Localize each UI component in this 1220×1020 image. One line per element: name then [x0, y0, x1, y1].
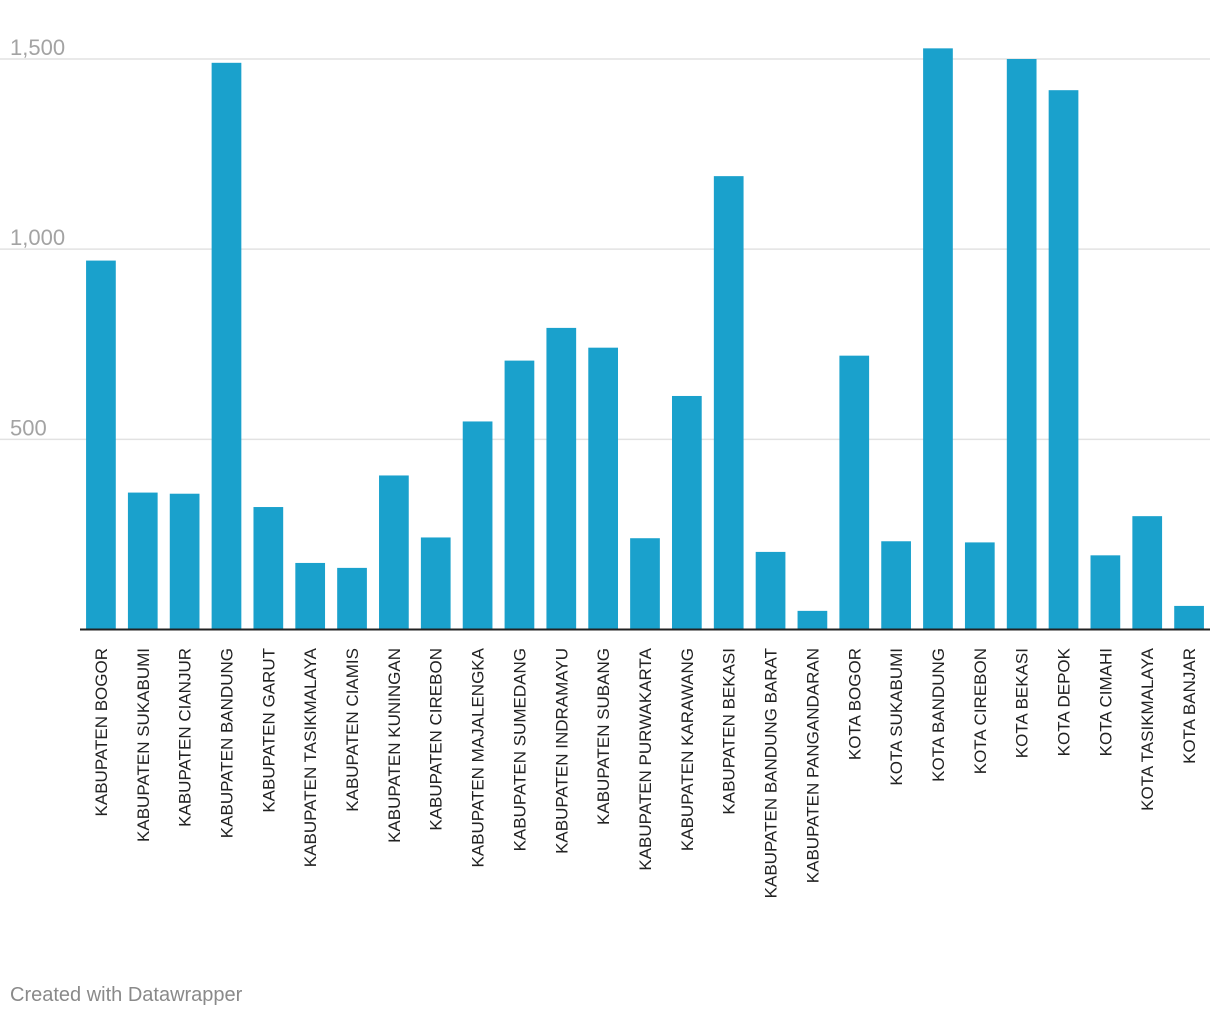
bar [588, 347, 619, 630]
bar [923, 48, 953, 630]
y-tick-label: 1,000 [10, 225, 65, 250]
bar [797, 610, 828, 630]
x-tick-label: KOTA DEPOK [1055, 647, 1074, 756]
x-tick-label: KABUPATEN PANGANDARAN [803, 648, 822, 883]
bar [1132, 516, 1163, 630]
x-tick-label: KABUPATEN GARUT [259, 648, 278, 813]
x-tick-label: KOTA CIMAHI [1096, 648, 1115, 756]
bar [127, 492, 158, 630]
x-tick-label: KABUPATEN PURWAKARTA [636, 647, 655, 870]
x-tick-label: KOTA CIREBON [971, 648, 990, 774]
bar [295, 562, 326, 630]
y-tick-label: 500 [10, 415, 47, 440]
bar [1090, 555, 1121, 630]
x-tick-label: KABUPATEN CIREBON [427, 648, 446, 831]
bar [1048, 90, 1079, 630]
bar [630, 538, 660, 630]
x-tick-label: KABUPATEN BEKASI [720, 648, 739, 815]
x-tick-label: KABUPATEN CIAMIS [343, 648, 362, 812]
x-tick-label: KABUPATEN BANDUNG BARAT [762, 648, 781, 898]
x-tick-label: KABUPATEN BOGOR [92, 648, 111, 816]
bar [839, 355, 870, 630]
bar [881, 541, 911, 630]
bar [1174, 605, 1204, 630]
bar [379, 475, 409, 630]
x-tick-label: KOTA BANJAR [1180, 648, 1199, 764]
x-tick-label: KABUPATEN MAJALENGKA [469, 647, 488, 867]
footer-credit: Created with Datawrapper [10, 984, 243, 1006]
bar [462, 421, 493, 630]
x-tick-label: KABUPATEN CIANJUR [176, 648, 195, 827]
x-tick-label: KABUPATEN BANDUNG [217, 648, 236, 838]
x-tick-label: KABUPATEN SUKABUMI [134, 648, 153, 842]
x-tick-label: KOTA SUKABUMI [887, 648, 906, 786]
x-tick-label: KOTA BOGOR [845, 648, 864, 760]
bar [1006, 59, 1037, 630]
bar [964, 542, 995, 630]
bar [546, 327, 577, 630]
x-tick-label: KABUPATEN SUMEDANG [510, 648, 529, 851]
x-tick-label: KABUPATEN INDRAMAYU [552, 648, 571, 854]
x-tick-label: KOTA BANDUNG [929, 648, 948, 782]
bar [713, 176, 744, 630]
x-axis-labels: KABUPATEN BOGOR KABUPATEN SUKABUMI KABUPAT… [92, 647, 1199, 898]
bar [504, 360, 535, 630]
y-tick-label: 1,500 [10, 35, 65, 60]
bar [169, 493, 200, 630]
bar [211, 62, 242, 630]
x-tick-label: KABUPATEN TASIKMALAYA [301, 647, 320, 867]
bar [755, 551, 786, 630]
bar [253, 507, 284, 630]
x-tick-label: KOTA TASIKMALAYA [1138, 647, 1157, 810]
x-tick-label: KABUPATEN SUBANG [594, 648, 613, 825]
bar-chart: 500 1,000 1,500 KABUPATEN BOGOR KABUPATEN S… [0, 35, 1210, 898]
x-tick-label: KABUPATEN KUNINGAN [385, 648, 404, 843]
bar [86, 260, 116, 630]
x-tick-label: KABUPATEN KARAWANG [678, 648, 697, 851]
x-tick-label: KOTA BEKASI [1013, 648, 1032, 758]
bar [671, 395, 702, 630]
bar [337, 567, 367, 630]
y-axis-labels: 500 1,000 1,500 [10, 35, 65, 440]
bar [420, 537, 451, 630]
bars [86, 48, 1204, 630]
